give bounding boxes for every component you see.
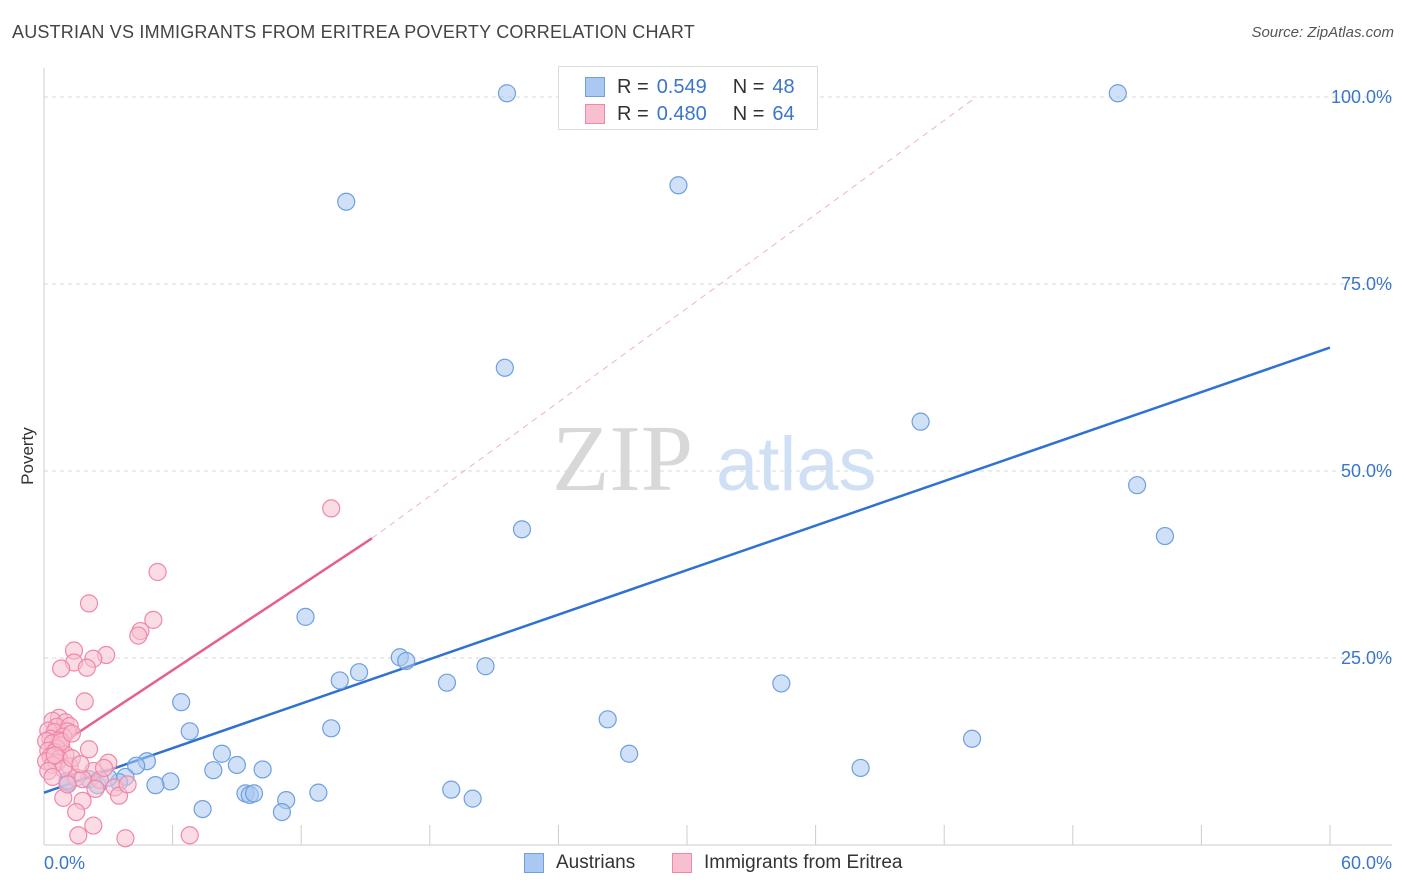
y-tick-label: 75.0% (1341, 274, 1392, 294)
trend-layer (43, 96, 1331, 794)
eritrea-point (62, 724, 81, 743)
austrian-point (212, 744, 231, 763)
chart-title: AUSTRIAN VS IMMIGRANTS FROM ERITREA POVE… (12, 22, 695, 42)
eritrea-trendline (43, 537, 373, 757)
eritrea-point (67, 802, 86, 822)
austrian-point (495, 358, 514, 377)
eritrea-point (71, 755, 90, 774)
austrian-point (330, 671, 349, 690)
austrian-point (127, 756, 146, 775)
legend-swatch-austrians (585, 77, 605, 97)
eritrea-point (118, 775, 137, 794)
eritrea-point (116, 829, 135, 848)
legend-n-value: 48 (772, 75, 795, 98)
austrian-point (669, 176, 688, 195)
austrian-point (962, 729, 982, 748)
eritrea-point (180, 826, 199, 845)
legend-row-eritrea: R = 0.480 N = 64 (585, 102, 795, 126)
eritrea-point (94, 758, 114, 778)
austrian-point (463, 789, 482, 808)
watermark-zip: ZIP (552, 407, 693, 511)
eritrea-point (86, 779, 105, 799)
legend-n-label: N = (732, 75, 765, 98)
austrian-point (851, 758, 870, 778)
points-layer (37, 84, 1175, 848)
austrian-point (1108, 84, 1127, 103)
austrian-point (172, 693, 191, 712)
legend-n-label: N = (732, 102, 765, 125)
austrian-point (204, 761, 223, 780)
austrian-point (296, 607, 315, 626)
legend-label-austrians: Austrians (556, 852, 636, 873)
eritrea-point (79, 740, 99, 759)
eritrea-point (79, 594, 99, 613)
austrian-point (397, 651, 416, 671)
y-tick-label: 100.0% (1331, 87, 1392, 107)
austrian-point (322, 719, 341, 738)
watermark: ZIP atlas (552, 407, 877, 511)
stats-legend: R = 0.549 N = 48 R = 0.480 N = 64 (558, 66, 818, 130)
watermark-atlas: atlas (716, 422, 877, 507)
eritrea-trendline-extension (371, 96, 977, 539)
legend-r-value: 0.549 (656, 75, 707, 98)
eritrea-point (148, 562, 167, 582)
legend-item-eritrea[interactable]: Immigrants from Eritrea (672, 852, 902, 874)
austrian-point (911, 412, 930, 431)
austrian-point (309, 783, 328, 802)
eritrea-point (69, 826, 88, 845)
source-label: Source: ZipAtlas.com (1251, 24, 1394, 41)
eritrea-point (144, 610, 163, 629)
austrian-point (476, 657, 495, 676)
austrian-point (227, 755, 246, 775)
legend-row-austrians: R = 0.549 N = 48 (585, 75, 795, 99)
eritrea-point (52, 659, 71, 678)
legend-r-label: R = (617, 75, 649, 98)
legend-n-value: 64 (772, 102, 795, 125)
eritrea-point (84, 816, 103, 835)
austrian-point (180, 722, 199, 741)
austrian-point (497, 84, 517, 103)
austrian-point (620, 744, 639, 763)
austrian-point (253, 760, 272, 779)
x-tick-label: 0.0% (44, 853, 85, 873)
legend-swatch-eritrea (585, 104, 605, 124)
austrian-point (146, 776, 165, 795)
y-tick-label: 50.0% (1341, 461, 1392, 481)
austrian-point (772, 674, 791, 693)
y-tick-label: 25.0% (1341, 648, 1392, 668)
eritrea-point (77, 658, 96, 677)
eritrea-point (322, 499, 341, 518)
austrian-point (349, 663, 369, 682)
austrian-point (337, 192, 356, 211)
legend-label-eritrea: Immigrants from Eritrea (704, 852, 903, 873)
austrians-trendline (43, 346, 1331, 794)
legend-swatch-eritrea (672, 853, 692, 873)
legend-r-label: R = (617, 102, 649, 125)
eritrea-point (45, 746, 64, 765)
austrian-point (442, 780, 461, 799)
legend-swatch-austrians (524, 853, 544, 873)
austrian-point (598, 710, 617, 729)
austrian-point (512, 520, 532, 539)
eritrea-point (75, 692, 94, 711)
austrian-point (161, 772, 180, 791)
legend-item-austrians[interactable]: Austrians (524, 852, 635, 874)
grid-layer (43, 68, 1392, 846)
austrian-point (193, 799, 212, 819)
austrian-point (437, 673, 457, 692)
austrian-point (1155, 526, 1175, 546)
legend-r-value: 0.480 (656, 102, 707, 125)
bottom-legend: Austrians Immigrants from Eritrea (0, 852, 1406, 876)
austrian-point (1127, 476, 1147, 495)
eritrea-point (129, 626, 148, 645)
eritrea-point (58, 775, 77, 794)
eritrea-point (43, 767, 62, 787)
tick-layer: 25.0% 50.0% 75.0% 100.0% 0.0% 60.0% (44, 87, 1392, 873)
x-tick-label: 60.0% (1341, 853, 1392, 873)
austrian-point (244, 784, 264, 803)
austrian-point (272, 802, 292, 822)
